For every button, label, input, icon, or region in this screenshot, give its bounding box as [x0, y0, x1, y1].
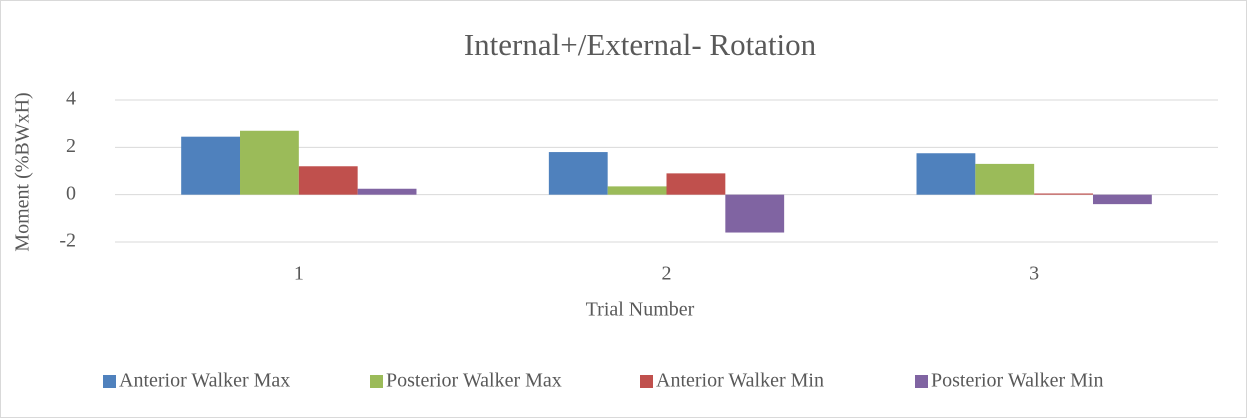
bar	[298, 166, 358, 195]
bar	[1092, 194, 1152, 205]
y-axis-title: Moment (%BWxH)	[12, 92, 34, 251]
bar	[1034, 193, 1093, 195]
bar	[181, 136, 241, 195]
x-tick-label: 2	[662, 263, 672, 285]
bar	[725, 194, 785, 233]
y-tick-label: -2	[59, 230, 76, 252]
legend-label: Anterior Walker Min	[656, 370, 824, 392]
legend-label: Anterior Walker Max	[119, 370, 290, 392]
legend-swatch	[915, 375, 928, 388]
bar	[357, 188, 417, 195]
bar	[916, 153, 976, 195]
bar	[240, 130, 299, 195]
chart-title: Internal+/External- Rotation	[464, 27, 817, 62]
legend-label: Posterior Walker Max	[386, 370, 562, 392]
bar	[607, 186, 667, 195]
bar	[548, 152, 608, 195]
x-tick-label: 1	[294, 263, 304, 285]
legend-swatch	[640, 375, 653, 388]
legend-swatch	[103, 375, 116, 388]
legend-swatch	[370, 375, 383, 388]
x-axis-title: Trial Number	[586, 299, 695, 321]
bar	[666, 173, 726, 195]
bar	[975, 163, 1035, 195]
x-tick-label: 3	[1029, 263, 1039, 285]
y-tick-label: 4	[66, 88, 76, 110]
legend-label: Posterior Walker Min	[931, 370, 1103, 392]
y-tick-label: 2	[66, 135, 76, 157]
y-tick-label: 0	[66, 182, 76, 204]
